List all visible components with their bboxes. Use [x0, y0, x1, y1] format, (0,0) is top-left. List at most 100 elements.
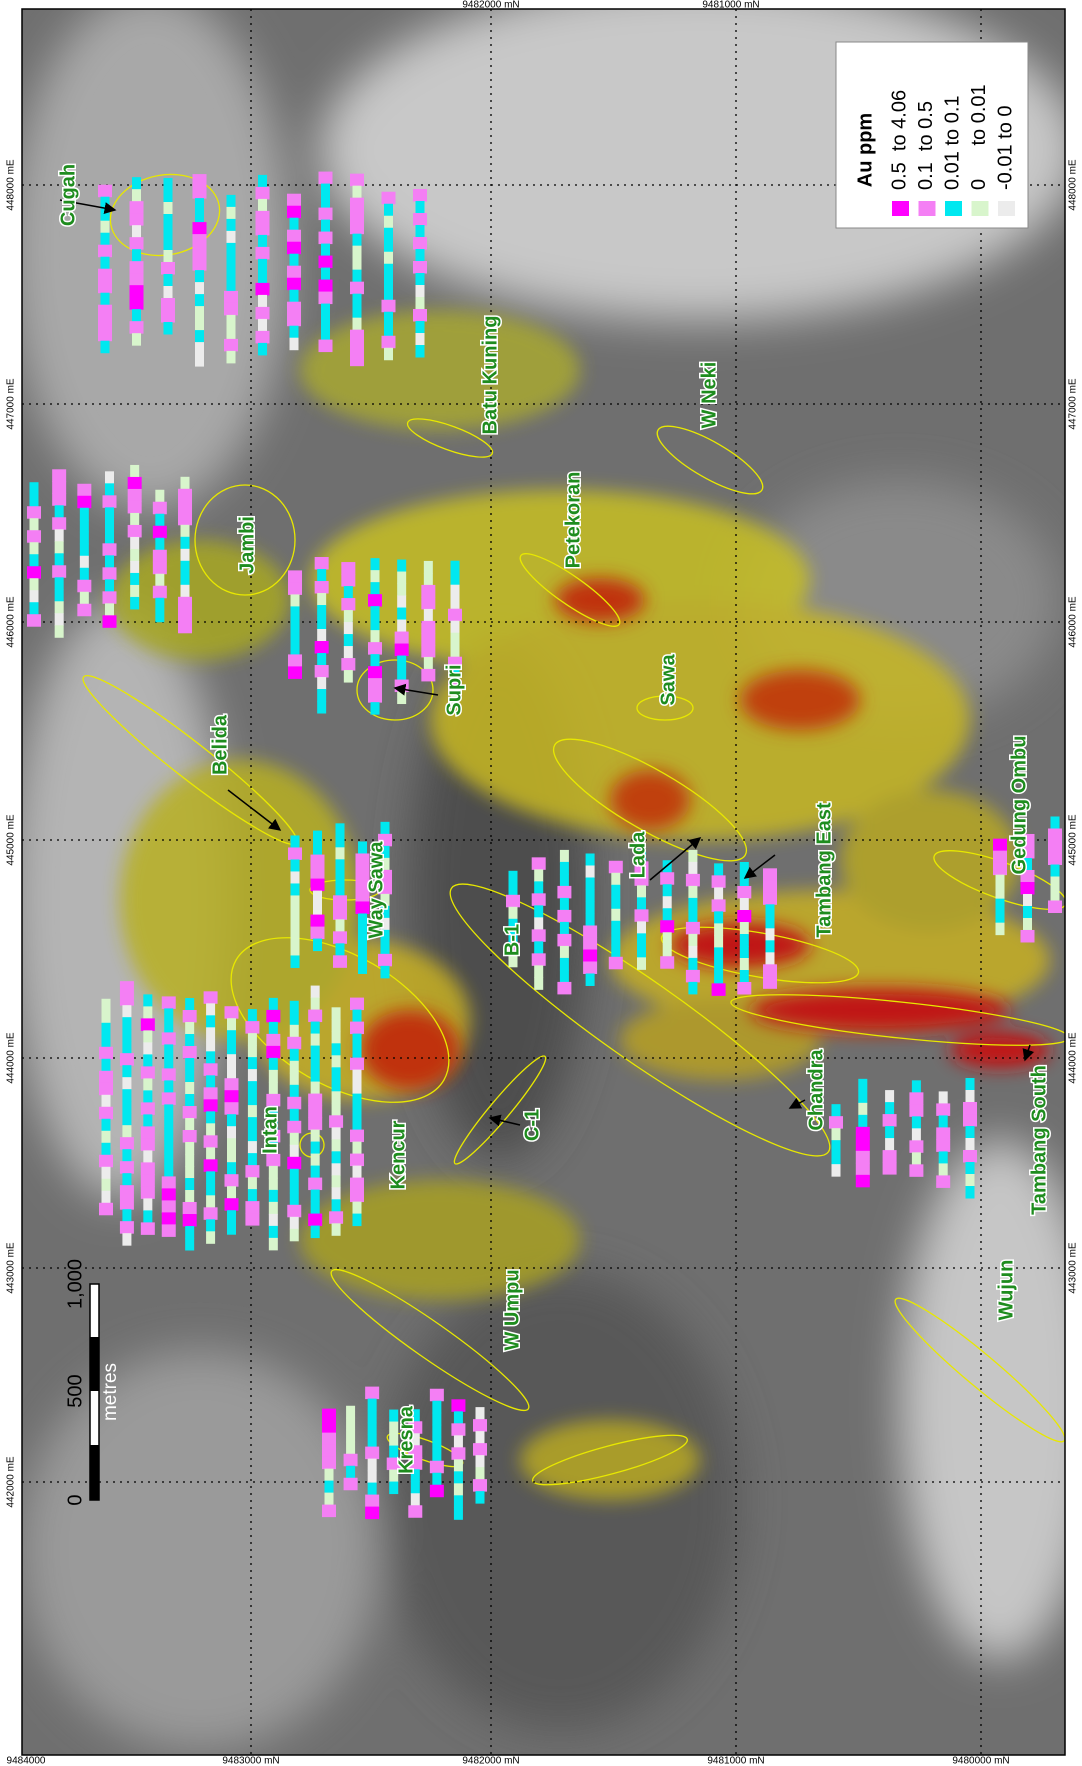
drill-hole-segment	[102, 999, 111, 1012]
drill-hole-segment	[183, 1202, 197, 1215]
drill-hole-segment	[416, 285, 425, 298]
drill-hole-segment	[322, 1433, 336, 1446]
drill-hole-segment	[161, 298, 175, 311]
drill-hole-segment	[712, 899, 726, 912]
drill-hole-segment	[288, 654, 302, 667]
drill-hole-segment	[185, 1034, 194, 1047]
drill-hole-segment	[397, 656, 406, 669]
drill-hole-segment	[153, 586, 167, 599]
drill-hole-segment	[311, 855, 325, 868]
scale-unit: metres	[100, 1363, 121, 1421]
drill-hole-segment	[350, 1022, 364, 1034]
drill-hole-segment	[308, 1214, 322, 1227]
drill-hole-segment	[290, 338, 299, 351]
drill-hole-segment	[763, 892, 777, 905]
drill-hole-segment	[353, 186, 362, 199]
drill-hole-segment	[130, 261, 144, 274]
drill-hole-segment	[336, 943, 345, 956]
drill-hole-segment	[98, 185, 112, 198]
drill-hole-segment	[368, 1471, 377, 1484]
drill-hole-segment	[183, 1214, 197, 1227]
drill-hole-segment	[856, 1139, 870, 1152]
drill-hole-segment	[313, 903, 322, 916]
drill-hole-segment	[451, 645, 460, 658]
drill-hole-segment	[416, 273, 425, 286]
drill-hole-segment	[52, 469, 66, 482]
drill-hole-segment	[368, 666, 382, 679]
drill-hole-segment	[311, 1154, 320, 1167]
drill-hole-segment	[288, 666, 302, 679]
drill-hole-segment	[476, 1431, 485, 1444]
drill-hole-segment	[204, 1087, 218, 1100]
drill-hole-segment	[560, 970, 569, 983]
drill-hole-segment	[315, 581, 329, 594]
drill-hole-segment	[122, 1029, 131, 1042]
drill-hole-segment	[269, 1190, 278, 1203]
drill-hole-segment	[766, 916, 775, 929]
drill-hole-segment	[55, 589, 64, 602]
drill-hole-segment	[321, 196, 330, 209]
legend-swatch	[998, 201, 1015, 216]
drill-hole-segment	[164, 1044, 173, 1057]
drill-hole-segment	[384, 348, 393, 361]
drill-hole-segment	[856, 1151, 870, 1164]
drill-hole-segment	[227, 279, 236, 292]
drill-hole-segment	[288, 847, 302, 860]
drill-hole-segment	[185, 1082, 194, 1095]
drill-hole-segment	[1023, 894, 1032, 907]
drill-hole-segment	[315, 557, 329, 570]
drill-hole-segment	[332, 1031, 341, 1044]
drill-hole-segment	[912, 1128, 921, 1141]
drill-hole-segment	[763, 868, 777, 881]
drill-hole-segment	[153, 562, 167, 575]
drill-hole-segment	[663, 908, 672, 921]
drill-hole-segment	[371, 558, 380, 571]
scale-tick-label: 1,000	[64, 1259, 86, 1309]
drill-hole-segment	[225, 1006, 239, 1019]
drill-hole-segment	[161, 310, 175, 323]
drill-hole-segment	[143, 1198, 152, 1211]
drill-hole-segment	[122, 1041, 131, 1054]
drill-hole-segment	[321, 268, 330, 281]
drill-hole-segment	[586, 901, 595, 914]
drill-hole-segment	[532, 893, 546, 906]
drill-hole-segment	[181, 561, 190, 574]
drill-hole-segment	[287, 230, 301, 243]
drill-hole-segment	[883, 1162, 897, 1175]
drill-hole-segment	[560, 862, 569, 875]
drill-hole-segment	[225, 1198, 239, 1211]
drill-hole-segment	[80, 556, 89, 569]
drill-hole-segment	[939, 1163, 948, 1176]
drill-hole-segment	[162, 1200, 176, 1213]
drill-hole-segment	[311, 915, 325, 928]
drill-hole-segment	[269, 1082, 278, 1095]
drill-hole-segment	[353, 1214, 362, 1227]
drill-hole-segment	[269, 1166, 278, 1179]
drill-hole-segment	[909, 1092, 923, 1105]
drill-hole-segment	[384, 276, 393, 289]
drill-hole-segment	[185, 1238, 194, 1251]
drill-hole-segment	[248, 1057, 257, 1070]
drill-hole-segment	[164, 202, 173, 215]
drill-hole-segment	[856, 1175, 870, 1188]
drill-hole-segment	[368, 1411, 377, 1424]
drill-hole-segment	[308, 1010, 322, 1023]
drill-hole-segment	[473, 1443, 487, 1456]
drill-hole-segment	[368, 594, 382, 607]
drill-hole-segment	[432, 1437, 441, 1450]
drill-hole-segment	[98, 317, 112, 330]
legend-label: 0.01 to 0.1	[941, 95, 963, 190]
drill-hole-segment	[141, 1126, 155, 1139]
drill-hole-segment	[185, 998, 194, 1011]
drill-hole-segment	[311, 1082, 320, 1095]
drill-hole-segment	[248, 1129, 257, 1142]
drill-hole-segment	[55, 505, 64, 518]
drill-hole-segment	[266, 1154, 280, 1167]
drill-hole-segment	[341, 658, 355, 671]
drill-hole-segment	[332, 1079, 341, 1092]
drill-hole-segment	[311, 1034, 320, 1047]
drill-hole-segment	[269, 1226, 278, 1239]
drill-hole-segment	[353, 1166, 362, 1179]
drill-hole-segment	[353, 1202, 362, 1215]
drill-hole-segment	[353, 234, 362, 247]
